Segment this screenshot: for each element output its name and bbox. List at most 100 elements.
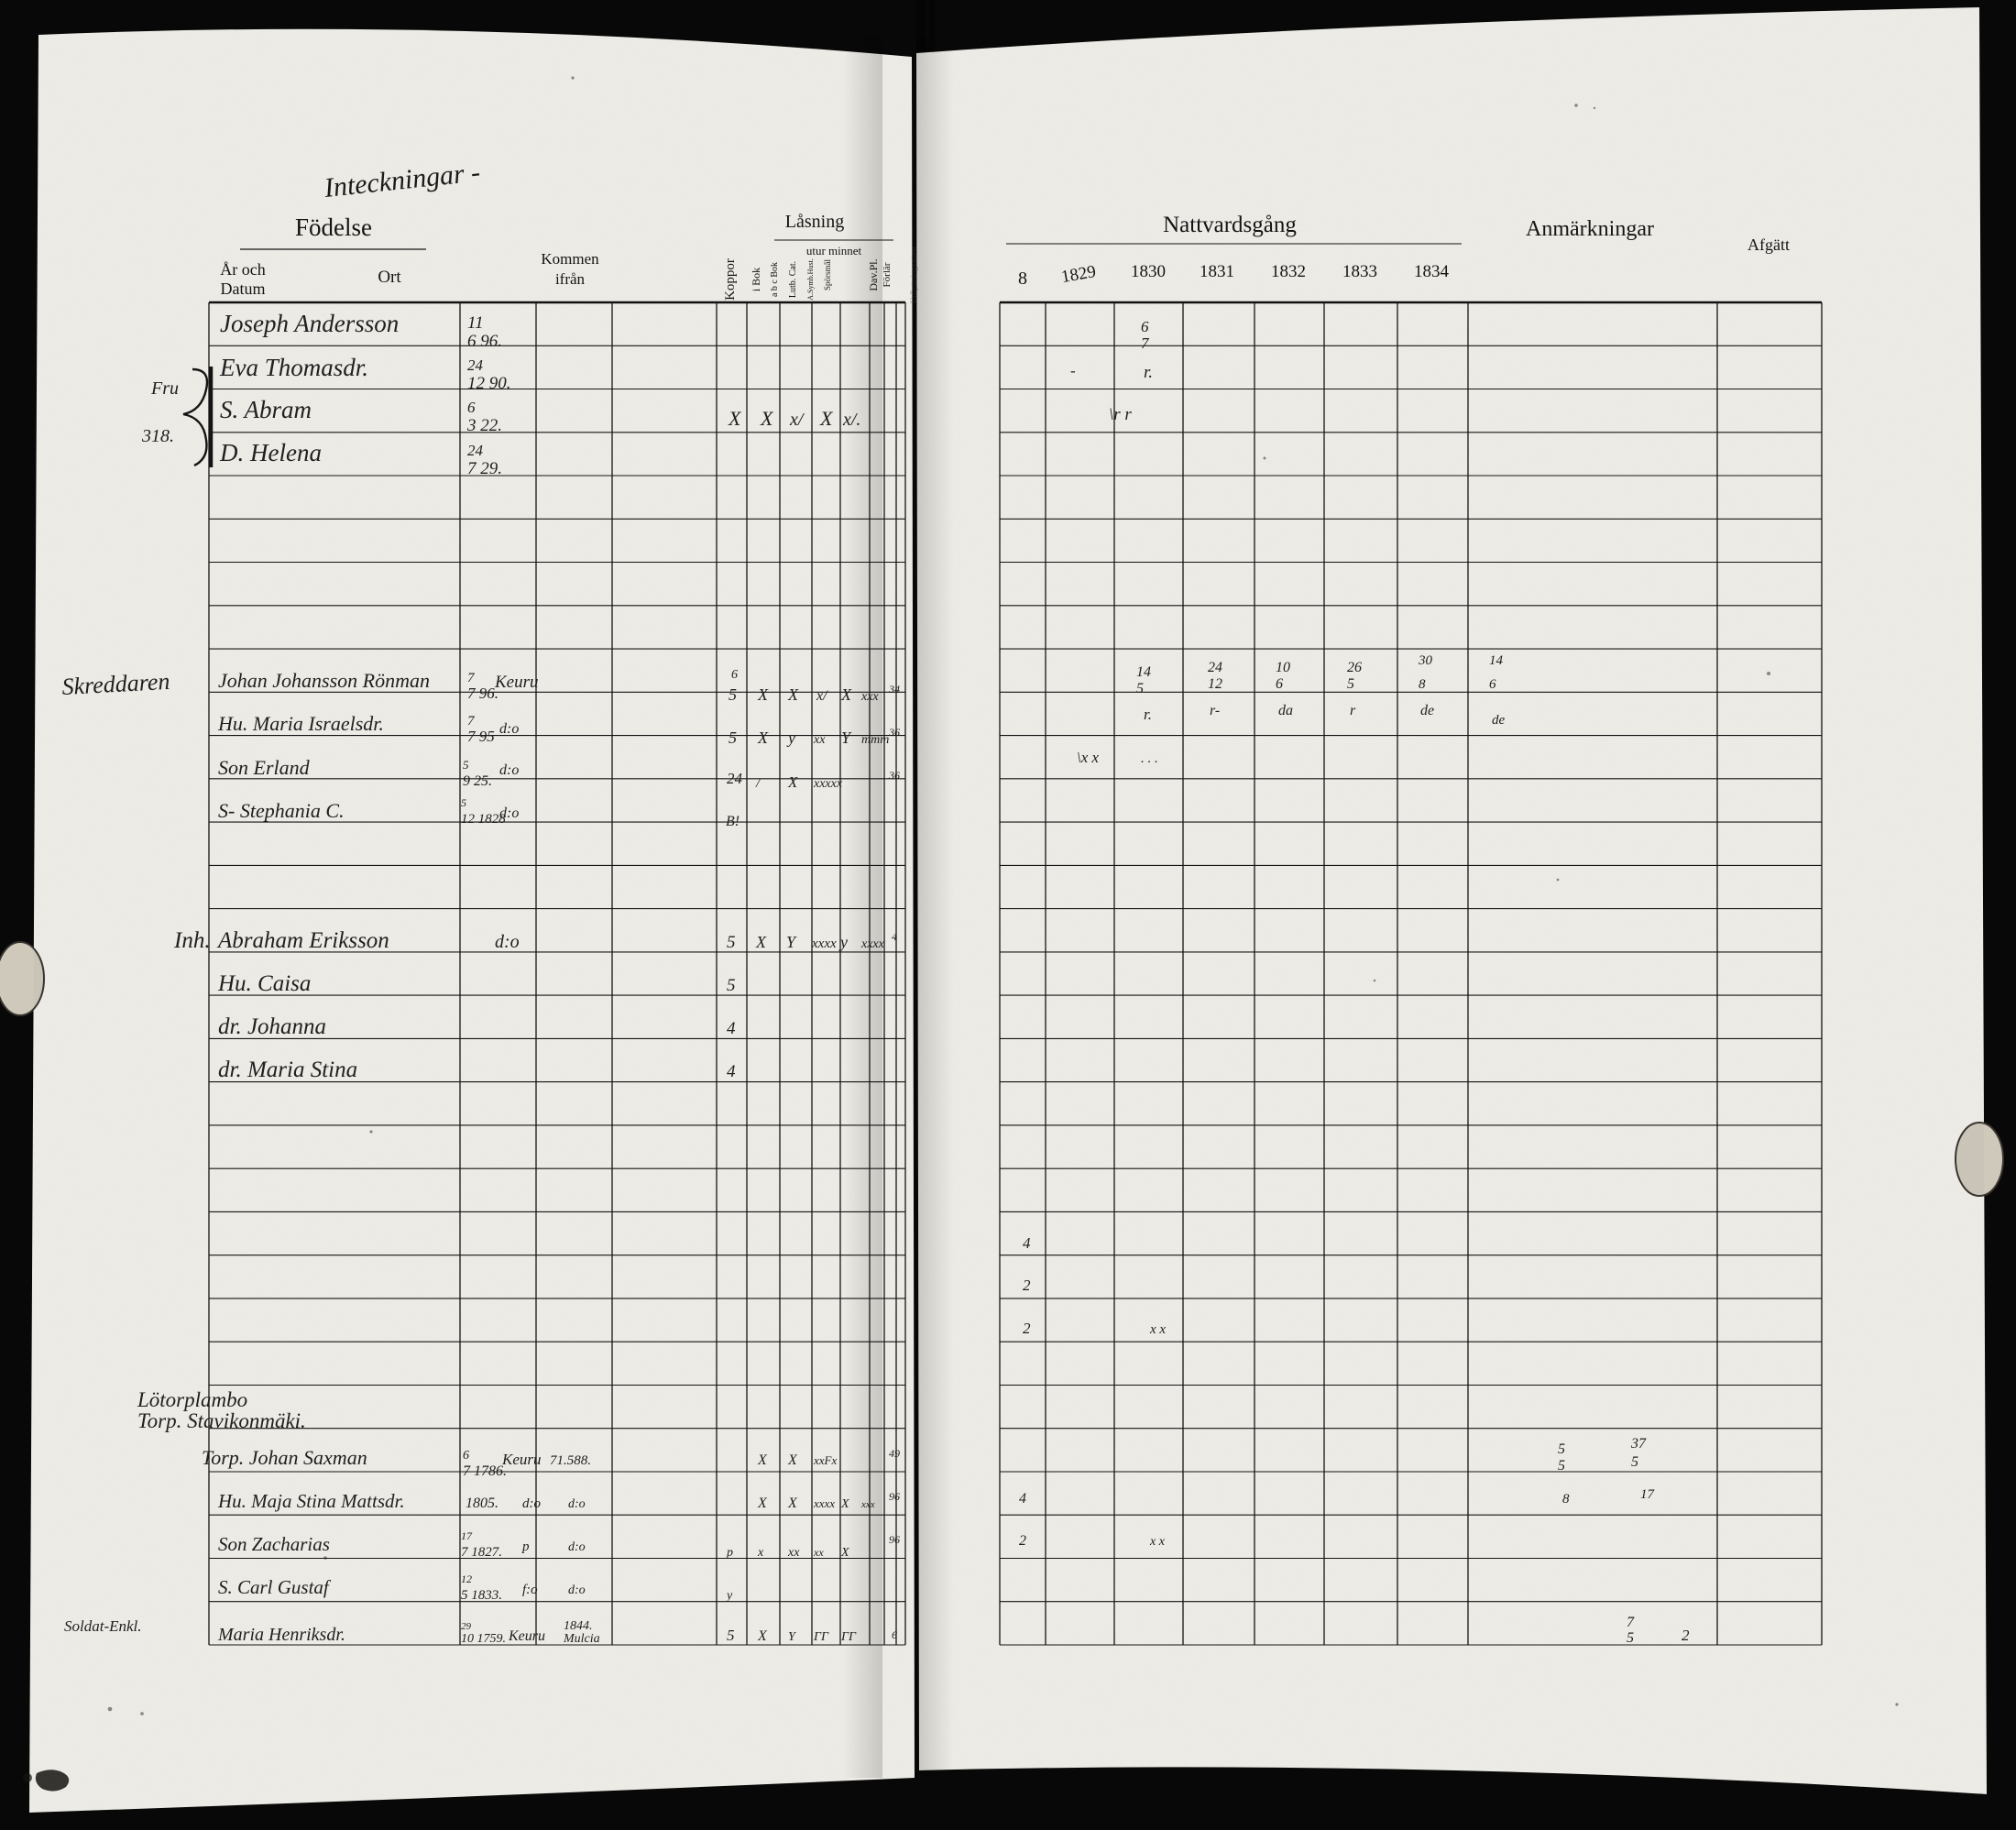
svg-text:X: X xyxy=(787,685,799,704)
svg-text:2: 2 xyxy=(1023,1320,1031,1337)
svg-text:x x: x x xyxy=(1149,1322,1166,1337)
svg-text:10: 10 xyxy=(1276,660,1290,675)
svg-text:5 1833.: 5 1833. xyxy=(461,1588,502,1603)
svg-text:Torp. Johan Saxman: Torp. Johan Saxman xyxy=(202,1446,367,1469)
svg-text:xx: xx xyxy=(787,1546,800,1560)
svg-text:6: 6 xyxy=(731,668,738,682)
svg-text:Eva Thomasdr.: Eva Thomasdr. xyxy=(219,354,368,381)
svg-text:5: 5 xyxy=(727,933,736,952)
svg-text:x: x xyxy=(757,1546,764,1560)
svg-text:5: 5 xyxy=(729,685,737,704)
svg-text:Inh.: Inh. xyxy=(173,928,211,953)
svg-text:12: 12 xyxy=(461,1572,472,1585)
svg-text:2: 2 xyxy=(1682,1627,1690,1644)
svg-text:x x: x x xyxy=(1149,1535,1166,1549)
svg-text:\х х: \х х xyxy=(1077,749,1100,766)
svg-text:Keuru: Keuru xyxy=(494,673,539,692)
svg-text:Hu. Maja Stina Mattsdr.: Hu. Maja Stina Mattsdr. xyxy=(217,1490,405,1512)
svg-text:1830: 1830 xyxy=(1131,262,1166,281)
svg-text:d:o: d:o xyxy=(522,1496,541,1511)
svg-text:X: X xyxy=(757,729,769,747)
svg-text:S. Abram: S. Abram xyxy=(220,396,312,423)
svg-text:29: 29 xyxy=(461,1621,472,1632)
svg-text:r.: r. xyxy=(1144,706,1152,723)
svg-text:d:o: d:o xyxy=(568,1497,586,1511)
svg-text:Dav.Pl.: Dav.Pl. xyxy=(867,258,880,290)
svg-text:26: 26 xyxy=(1347,660,1362,675)
svg-text:Kommen: Kommen xyxy=(541,250,599,268)
svg-text:xxxx: xxxx xyxy=(860,937,885,951)
svg-text:a b c Bok: a b c Bok xyxy=(770,262,780,297)
svg-text:1844.: 1844. xyxy=(564,1619,593,1633)
svg-text:4: 4 xyxy=(892,930,897,943)
svg-text:5: 5 xyxy=(1347,676,1354,692)
svg-text:24: 24 xyxy=(727,770,743,787)
svg-text:Abraham Eriksson: Abraham Eriksson xyxy=(216,928,389,953)
svg-text:x/: x/ xyxy=(789,410,805,430)
svg-text:xxxx: xxxx xyxy=(811,937,837,951)
svg-text:. . .: . . . xyxy=(1141,751,1158,766)
svg-text:7 29.: 7 29. xyxy=(467,459,502,478)
svg-text:da: da xyxy=(1278,703,1293,718)
svg-text:6: 6 xyxy=(463,1449,469,1463)
svg-text:ГГ: ГГ xyxy=(840,1630,857,1644)
svg-text:Lötorplambo: Lötorplambo xyxy=(137,1388,247,1411)
svg-text:1834: 1834 xyxy=(1414,262,1450,281)
svg-text:x/: x/ xyxy=(816,688,828,704)
svg-text:d:o: d:o xyxy=(499,762,519,778)
svg-text:6 96.: 6 96. xyxy=(467,332,502,351)
svg-text:10 1759.: 10 1759. xyxy=(461,1632,506,1646)
svg-text:Johan Johansson Rönman: Johan Johansson Rönman xyxy=(218,669,430,692)
svg-text:34: 34 xyxy=(888,683,900,696)
svg-text:17: 17 xyxy=(1640,1487,1656,1502)
svg-text:y: y xyxy=(786,729,795,747)
svg-text:X: X xyxy=(787,773,798,791)
svg-text:37: 37 xyxy=(1630,1436,1647,1452)
svg-text:6: 6 xyxy=(467,399,476,416)
svg-text:X: X xyxy=(819,407,834,430)
svg-text:xxxxx: xxxxx xyxy=(813,777,843,791)
svg-text:xxxx: xxxx xyxy=(813,1496,835,1510)
svg-text:Förlär: Förlär xyxy=(882,262,893,287)
svg-text:S- Stephania C.: S- Stephania C. xyxy=(218,799,345,822)
svg-text:ГГ: ГГ xyxy=(813,1630,829,1644)
svg-text:ттт: ттт xyxy=(861,733,889,747)
svg-text:d:o: d:o xyxy=(499,805,519,821)
svg-text:B!: B! xyxy=(726,814,740,829)
svg-text:X: X xyxy=(757,1628,768,1644)
svg-text:71.588.: 71.588. xyxy=(550,1453,591,1468)
svg-text:xxx: xxx xyxy=(860,690,879,704)
svg-text:Nattvardsgång: Nattvardsgång xyxy=(1163,213,1297,237)
svg-text:5: 5 xyxy=(1558,1441,1565,1457)
svg-text:1833: 1833 xyxy=(1342,262,1377,281)
svg-text:7 95: 7 95 xyxy=(467,728,495,745)
svg-text:y: y xyxy=(725,1589,733,1603)
svg-text:Födelse: Födelse xyxy=(295,214,372,241)
svg-text:7 96.: 7 96. xyxy=(467,685,499,702)
svg-text:x/.: x/. xyxy=(842,410,860,430)
svg-text:5: 5 xyxy=(1631,1454,1638,1470)
svg-text:Keuru: Keuru xyxy=(508,1628,545,1644)
svg-text:y: y xyxy=(838,933,848,951)
svg-text:5: 5 xyxy=(1136,681,1144,696)
svg-text:Mulcia: Mulcia xyxy=(563,1632,600,1646)
svg-text:2: 2 xyxy=(1023,1277,1031,1294)
svg-text:11: 11 xyxy=(467,313,484,333)
svg-text:Utflyttningsattest: Utflyttningsattest xyxy=(909,246,918,303)
svg-text:d:o: d:o xyxy=(568,1540,586,1554)
svg-text:p: p xyxy=(726,1546,733,1560)
svg-text:Skreddaren: Skreddaren xyxy=(61,668,170,700)
svg-text:D. Helena: D. Helena xyxy=(219,439,322,466)
svg-text:r: r xyxy=(1350,703,1356,718)
svg-text:Spörsmål: Spörsmål xyxy=(823,259,832,291)
svg-text:X: X xyxy=(760,407,774,430)
svg-text:X: X xyxy=(757,685,769,704)
svg-text:Son Zacharias: Son Zacharias xyxy=(218,1533,330,1555)
svg-text:7 1786.: 7 1786. xyxy=(463,1463,507,1479)
svg-text:4: 4 xyxy=(1023,1234,1031,1252)
svg-text:ifrån: ifrån xyxy=(555,270,586,288)
svg-text:24: 24 xyxy=(1208,660,1222,675)
svg-text:1805.: 1805. xyxy=(466,1496,499,1511)
svg-text:dr. Johanna: dr. Johanna xyxy=(218,1014,326,1039)
svg-text:Datum: Datum xyxy=(221,279,266,298)
